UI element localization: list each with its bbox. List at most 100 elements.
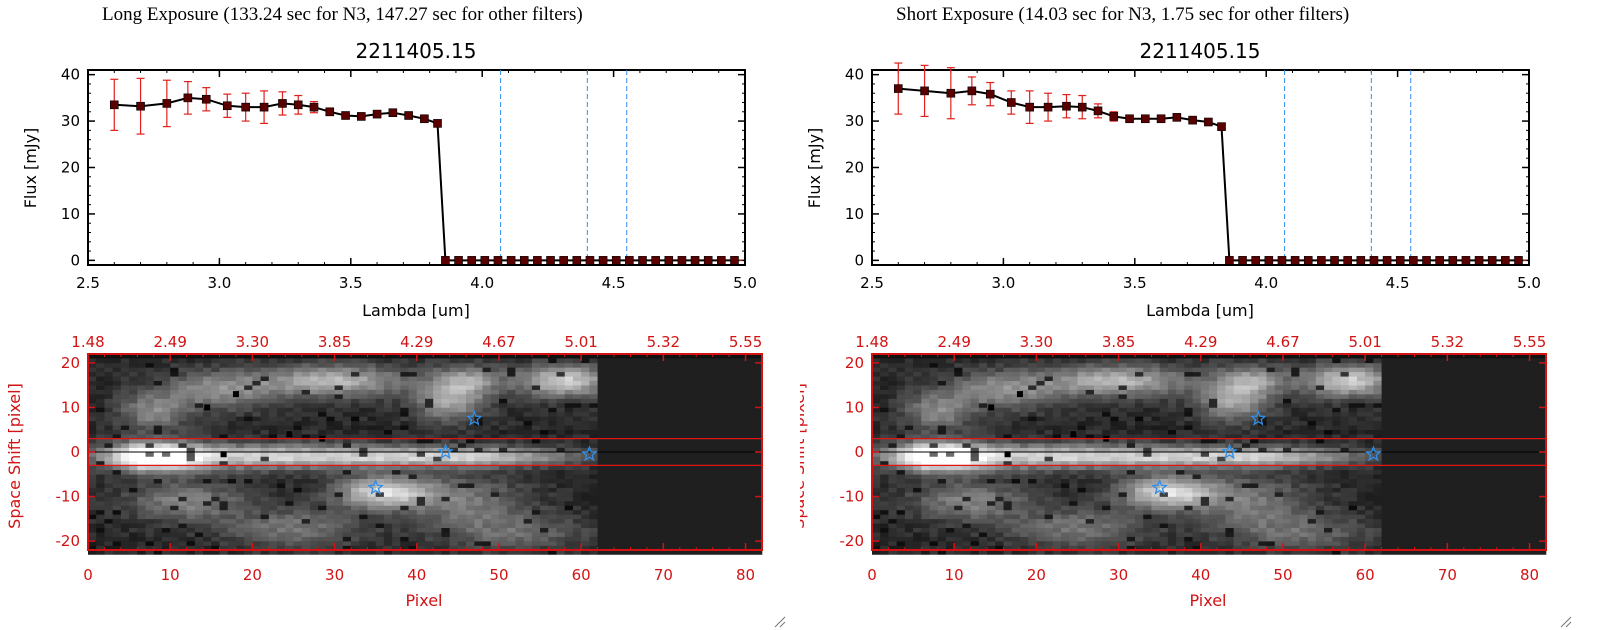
image-pixel	[921, 501, 930, 506]
image-pixel	[392, 362, 401, 368]
image-pixel	[342, 416, 352, 422]
image-pixel	[120, 469, 130, 475]
image-pixel	[482, 523, 492, 529]
image-pixel	[392, 385, 401, 390]
image-pixel	[556, 358, 566, 364]
image-pixel	[433, 376, 442, 382]
image-pixel	[745, 429, 755, 435]
image-pixel	[937, 509, 947, 515]
image-pixel	[531, 501, 541, 506]
image-pixel	[1011, 362, 1021, 368]
image-pixel	[186, 429, 196, 435]
image-pixel	[186, 501, 196, 506]
image-pixel	[400, 398, 409, 404]
image-pixel	[334, 487, 344, 493]
image-pixel	[704, 403, 713, 408]
image-pixel	[962, 452, 971, 457]
image-pixel	[921, 438, 930, 444]
image-pixel	[285, 523, 294, 529]
image-pixel	[880, 416, 889, 422]
image-pixel	[351, 483, 360, 488]
image-pixel	[745, 478, 755, 484]
image-pixel	[211, 429, 220, 435]
image-pixel	[655, 514, 664, 520]
image-pixel	[614, 362, 623, 368]
image-pixel	[441, 376, 450, 382]
image-pixel	[581, 469, 590, 475]
image-pixel	[548, 425, 557, 431]
image-pixel	[441, 536, 450, 542]
image-pixel	[605, 367, 615, 373]
image-pixel	[88, 496, 97, 502]
image-pixel	[400, 371, 409, 377]
image-pixel	[753, 469, 763, 475]
image-pixel	[408, 492, 418, 497]
flux-point	[241, 102, 250, 112]
image-pixel	[614, 443, 623, 448]
image-pixel	[970, 438, 980, 444]
image-pixel	[904, 527, 914, 533]
image-pixel	[235, 358, 245, 364]
image-pixel	[474, 429, 483, 435]
image-pixel	[531, 474, 541, 480]
image-pixel	[638, 465, 648, 471]
image-pixel	[704, 447, 713, 453]
image-pixel	[663, 394, 672, 399]
image-pixel	[872, 514, 881, 520]
image-pixel	[572, 483, 582, 488]
image-pixel	[145, 362, 155, 368]
image-pixel	[219, 509, 229, 515]
x-tick-label: 0	[83, 566, 93, 584]
image-pixel	[137, 407, 146, 413]
image-pixel	[753, 380, 763, 386]
image-pixel	[260, 456, 270, 462]
image-pixel	[663, 376, 672, 382]
image-pixel	[425, 394, 434, 399]
image-pixel	[696, 443, 705, 448]
image-pixel	[293, 452, 303, 457]
image-pixel	[523, 398, 533, 404]
image-pixel	[704, 545, 713, 551]
image-pixel	[564, 380, 574, 386]
image-pixel	[589, 505, 598, 511]
image-pixel	[729, 536, 738, 542]
image-pixel	[737, 429, 746, 435]
image-pixel	[277, 541, 286, 546]
image-pixel	[227, 429, 237, 435]
flux-point	[201, 94, 211, 104]
image-pixel	[194, 362, 204, 368]
image-pixel	[260, 527, 270, 533]
image-pixel	[342, 518, 352, 524]
image-pixel	[161, 550, 171, 555]
image-pixel	[474, 447, 483, 453]
image-pixel	[945, 420, 955, 426]
image-pixel	[145, 403, 155, 408]
image-pixel	[178, 532, 187, 537]
image-pixel	[326, 478, 335, 484]
image-pixel	[581, 532, 590, 537]
image-pixel	[383, 460, 393, 466]
image-pixel	[161, 545, 171, 551]
image-pixel	[978, 438, 988, 444]
image-pixel	[112, 509, 122, 515]
image-pixel	[564, 541, 574, 546]
image-pixel	[548, 469, 557, 475]
image-pixel	[937, 474, 947, 480]
image-pixel	[1011, 447, 1021, 453]
image-pixel	[704, 371, 713, 377]
image-pixel	[112, 541, 122, 546]
image-pixel	[987, 443, 996, 448]
image-pixel	[564, 425, 574, 431]
image-pixel	[227, 385, 237, 390]
image-pixel	[194, 438, 204, 444]
image-pixel	[145, 398, 155, 404]
image-pixel	[663, 362, 672, 368]
image-pixel	[655, 536, 664, 542]
flux-point	[690, 256, 700, 265]
image-pixel	[88, 367, 97, 373]
image-pixel	[745, 541, 755, 546]
image-pixel	[548, 407, 557, 413]
image-pixel	[342, 509, 352, 515]
image-pixel	[745, 550, 755, 555]
image-pixel	[581, 527, 590, 533]
